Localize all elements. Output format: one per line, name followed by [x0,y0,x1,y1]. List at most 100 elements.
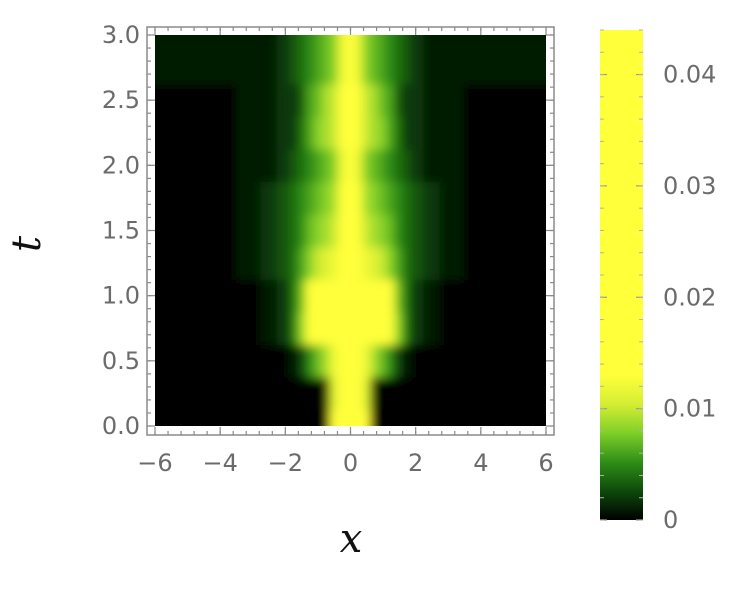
heatmap-cell [203,409,237,426]
heatmap-cell [496,344,531,378]
heatmap-cell [337,35,347,52]
heatmap-cell [439,344,466,378]
heatmap-cell [345,213,356,248]
heatmap-cell [439,50,466,85]
heatmap-cell [345,376,356,411]
heatmap-cell [439,246,466,280]
heatmap-cell [305,344,315,378]
heatmap-cell [496,409,531,426]
heatmap-cell [529,148,546,183]
heatmap-cell [305,376,315,411]
heatmap-cell [496,213,531,248]
heatmap-cell [313,181,323,215]
heatmap-cell [464,213,498,248]
y-tick-label: 0.5 [102,347,140,375]
x-tick-label: −6 [137,449,172,477]
heatmap-cell [423,278,441,313]
heatmap-cell [370,213,380,248]
heatmap-cell [529,311,546,346]
heatmap-cell [370,246,380,280]
heatmap-cell [155,344,172,378]
heatmap-cell [464,344,498,378]
heatmap-cell [378,278,388,313]
heatmap-cell [305,246,315,280]
heatmap-cell [235,181,262,215]
heatmap-cell [337,50,347,85]
heatmap-cell [496,311,531,346]
heatmap-cell [313,344,323,378]
heatmap-cell [345,344,356,378]
heatmap-cell [329,50,339,85]
heatmap-cell [235,148,262,183]
heatmap-cell [354,409,364,426]
heatmap-cell [337,181,347,215]
plot-area [146,26,555,436]
heatmap-cell [276,344,290,378]
heatmap-cell [313,83,323,117]
heatmap-cell [394,83,404,117]
frame-ticks [147,27,554,435]
heatmap-cell [155,148,172,183]
colorbar-tick-label: 0.02 [663,283,716,311]
heatmap-cell [496,376,531,411]
heatmap-cell [297,115,307,150]
heatmap-cell [362,148,372,183]
x-tick-label: 2 [408,449,423,477]
heatmap-cell [496,35,531,52]
heatmap-cell [288,83,299,117]
heatmap-cell [305,115,315,150]
heatmap-cell [170,376,205,411]
heatmap-cell [345,311,356,346]
heatmap-cell [370,50,380,85]
heatmap-cell [394,409,404,426]
heatmap-cell [260,246,278,280]
heatmap-cell [329,409,339,426]
heatmap-cell [260,148,278,183]
heatmap-cell [235,344,262,378]
heatmap-cell [235,409,262,426]
heatmap-cell [411,181,425,215]
heatmap-cell [354,181,364,215]
heatmap-cell [235,35,262,52]
heatmap-cell [345,278,356,313]
heatmap-cell [260,50,278,85]
heatmap-cell [170,115,205,150]
heatmap-cell [529,213,546,248]
y-tick-label: 2.0 [102,151,140,179]
heatmap-cell [297,311,307,346]
heatmap-cell [402,213,413,248]
heatmap-cell [362,311,372,346]
heatmap-cell [337,376,347,411]
heatmap-cell [155,246,172,280]
heatmap-cell [464,311,498,346]
heatmap-cell [203,181,237,215]
heatmap-cell [439,181,466,215]
heatmap-cell [402,246,413,280]
heatmap-cell [276,376,290,411]
heatmap-cell [423,83,441,117]
heatmap-cell [321,278,331,313]
heatmap-cell [370,344,380,378]
heatmap-cell [297,213,307,248]
heatmap-cell [362,246,372,280]
heatmap-cell [394,344,404,378]
heatmap-cell [235,50,262,85]
heatmap-cell [337,409,347,426]
heatmap-cell [297,344,307,378]
heatmap-cell [423,409,441,426]
heatmap-cell [329,278,339,313]
heatmap-cell [260,83,278,117]
heatmap-cell [394,35,404,52]
heatmap-cell [297,409,307,426]
heatmap-cell [402,148,413,183]
y-axis-title: t [4,235,50,252]
heatmap-cell [305,311,315,346]
heatmap-cell [464,278,498,313]
y-tick-label: 3.0 [102,21,140,49]
heatmap-cell [394,246,404,280]
x-tick-label: −4 [202,449,237,477]
heatmap-cell [402,278,413,313]
heatmap-cell [337,115,347,150]
heatmap-cell [329,213,339,248]
heatmap-cell [155,83,172,117]
